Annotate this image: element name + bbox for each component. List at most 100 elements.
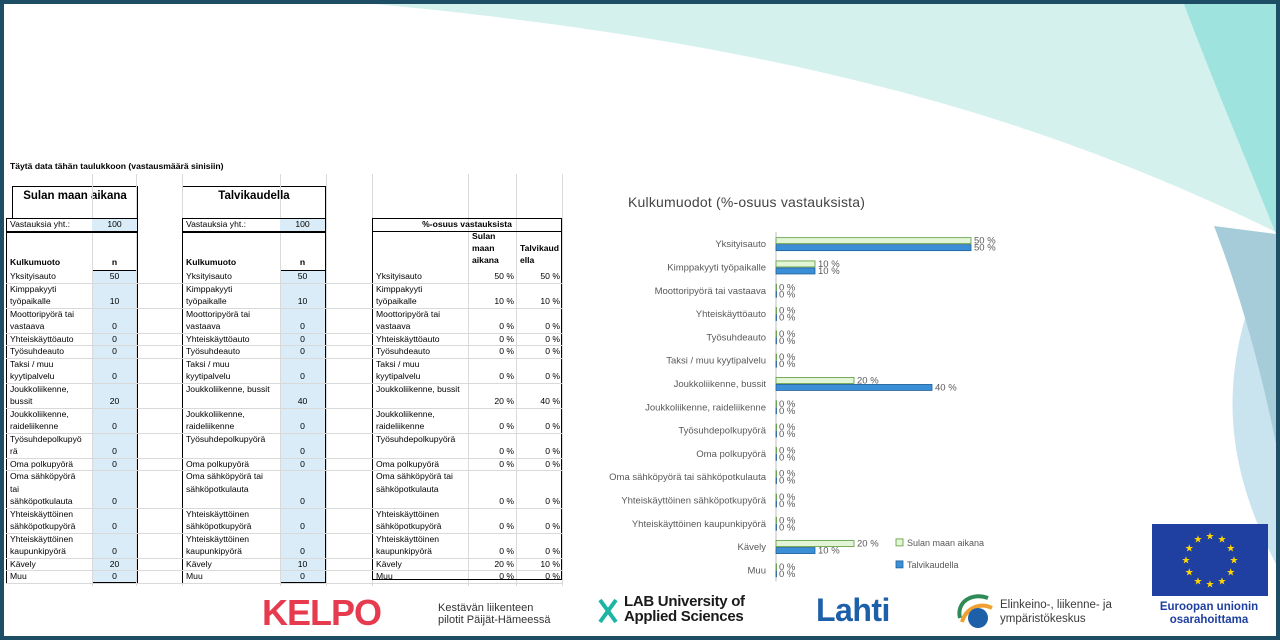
- data-label: 10 %: [818, 546, 840, 557]
- winter-row-value[interactable]: 0: [300, 371, 305, 381]
- data-label: 50 %: [974, 236, 996, 247]
- category-label: Kävely: [737, 542, 766, 553]
- kelpo-sub-line-1: Kestävän liikenteen: [438, 602, 534, 614]
- summer-row-value[interactable]: 0: [112, 496, 117, 506]
- pct-row-label: sähköpotkulauta: [376, 483, 439, 494]
- winter-row-value[interactable]: 0: [300, 571, 305, 581]
- ely-logo-text: Elinkeino-, liikenne- ja ympäristökeskus: [1000, 598, 1112, 626]
- summer-row-value[interactable]: 0: [112, 321, 117, 331]
- category-label: Joukkoliikenne, bussit: [674, 379, 767, 390]
- summer-row-label: Joukkoliikenne,: [10, 408, 69, 419]
- kelpo-sub-line-2: pilotit Päijät-Hämeessä: [438, 614, 551, 626]
- data-label: 0 %: [779, 452, 796, 463]
- pct-row-summer: 0 %: [499, 421, 514, 431]
- data-label: 20 %: [857, 375, 879, 386]
- summer-row-value[interactable]: 0: [112, 333, 117, 344]
- winter-row-value[interactable]: 0: [300, 496, 305, 506]
- summer-row-value[interactable]: 0: [112, 346, 117, 356]
- winter-total-cell[interactable]: [280, 219, 325, 231]
- grid-line: [468, 174, 469, 586]
- summer-row-value[interactable]: 20: [109, 558, 120, 569]
- winter-row-value[interactable]: 10: [297, 558, 308, 569]
- summer-row-value[interactable]: 20: [109, 396, 120, 406]
- pct-row-label: vastaava: [376, 321, 411, 331]
- row-divider: [6, 382, 562, 384]
- pct-row-label: Työsuhdepolkupyörä: [376, 433, 456, 444]
- pct-row-label: Kimppakyyti: [376, 283, 423, 294]
- winter-row-value[interactable]: 40: [297, 396, 308, 406]
- slide: Täytä data tähän taulukkoon (vastausmäär…: [4, 4, 1276, 636]
- summer-row-value[interactable]: 0: [112, 546, 117, 556]
- pct-row-winter: 50 %: [540, 271, 560, 281]
- summer-row-value[interactable]: 0: [112, 521, 117, 531]
- winter-row-value[interactable]: 0: [300, 546, 305, 556]
- category-label: Joukkoliikenne, raideliikenne: [645, 402, 766, 413]
- winter-row-value[interactable]: 0: [300, 333, 305, 344]
- eu-text-line-2: osarahoittama: [1169, 614, 1249, 626]
- data-label: 0 %: [779, 515, 796, 526]
- bar-winter: [775, 384, 933, 391]
- pct-row-summer: 0 %: [499, 521, 514, 531]
- winter-row-label: Kimppakyyti: [186, 283, 233, 294]
- data-label: 0 %: [779, 499, 796, 510]
- pct-col-summer-header: aikana: [472, 255, 499, 265]
- summer-row-label: Yhteiskäyttöinen: [10, 508, 74, 519]
- pct-row-label: sähköpotkupyörä: [376, 521, 442, 531]
- lahti-logo: Lahti: [816, 592, 890, 628]
- winter-row-value[interactable]: 0: [300, 346, 305, 356]
- summer-row-label: vastaava: [10, 321, 45, 331]
- pct-header: %-osuus vastauksista: [422, 219, 512, 229]
- grid-line: [280, 174, 281, 586]
- winter-row-value[interactable]: 0: [300, 421, 305, 431]
- pct-row-label: Joukkoliikenne,: [376, 408, 435, 419]
- data-spreadsheet[interactable]: Täytä data tähän taulukkoon (vastausmäär…: [6, 160, 563, 586]
- pct-row-winter: 0 %: [545, 496, 560, 506]
- row-divider: [6, 457, 562, 459]
- summer-row-label: Kimppakyyti: [10, 283, 57, 294]
- data-label: 0 %: [779, 306, 796, 317]
- winter-row-label: Taksi / muu: [186, 358, 230, 369]
- data-label: 0 %: [779, 522, 796, 533]
- pct-header-line: [372, 231, 562, 232]
- winter-col-mode: Kulkumuoto: [186, 257, 237, 267]
- summer-row-value[interactable]: 0: [112, 458, 117, 469]
- data-label: 0 %: [779, 469, 796, 480]
- pct-row-summer: 0 %: [499, 496, 514, 506]
- summer-row-value[interactable]: 0: [112, 571, 117, 581]
- pct-col-summer-header: Sulan: [472, 231, 496, 241]
- lab-line-1: LAB University of: [624, 593, 745, 610]
- legend-label: Sulan maan aikana: [907, 538, 984, 548]
- pct-row-winter: 0 %: [545, 521, 560, 531]
- winter-row-value[interactable]: 0: [300, 521, 305, 531]
- winter-row-value[interactable]: 50: [297, 271, 308, 281]
- legend-swatch: [895, 560, 904, 569]
- winter-row-value[interactable]: 0: [300, 446, 305, 456]
- winter-row-label: Oma sähköpyörä tai: [186, 471, 263, 481]
- bar-winter: [775, 453, 777, 461]
- summer-row-value[interactable]: 50: [109, 271, 120, 281]
- data-label: 10 %: [818, 259, 840, 270]
- pct-row-summer: 0 %: [499, 458, 514, 469]
- summer-row-value[interactable]: 0: [112, 371, 117, 381]
- summer-row-value[interactable]: 0: [112, 446, 117, 456]
- winter-row-value[interactable]: 0: [300, 458, 305, 469]
- eu-flag: ★ ★ ★ ★ ★ ★ ★ ★ ★ ★ ★ ★: [1152, 524, 1268, 596]
- summer-total-cell[interactable]: [92, 219, 137, 231]
- winter-row-label: Yksityisauto: [186, 271, 232, 281]
- data-label: 0 %: [779, 399, 796, 410]
- winter-row-value[interactable]: 10: [297, 296, 308, 306]
- winter-row-label: Työsuhdepolkupyörä: [186, 433, 266, 444]
- data-label: 0 %: [779, 406, 796, 417]
- pct-row-label: Muu: [376, 571, 393, 581]
- pct-row-summer: 0 %: [499, 321, 514, 331]
- eu-star-icon: ★: [1230, 556, 1239, 567]
- winter-row-value[interactable]: 0: [300, 321, 305, 331]
- bar-winter: [775, 407, 777, 415]
- summer-total-box: [6, 218, 138, 232]
- bar-summer: [775, 516, 777, 524]
- summer-row-value[interactable]: 0: [112, 421, 117, 431]
- summer-row-value[interactable]: 10: [109, 296, 120, 306]
- ely-line-1: Elinkeino-, liikenne- ja: [1000, 599, 1112, 611]
- eu-star-icon: ★: [1226, 544, 1235, 555]
- eu-star-icon: ★: [1194, 535, 1203, 546]
